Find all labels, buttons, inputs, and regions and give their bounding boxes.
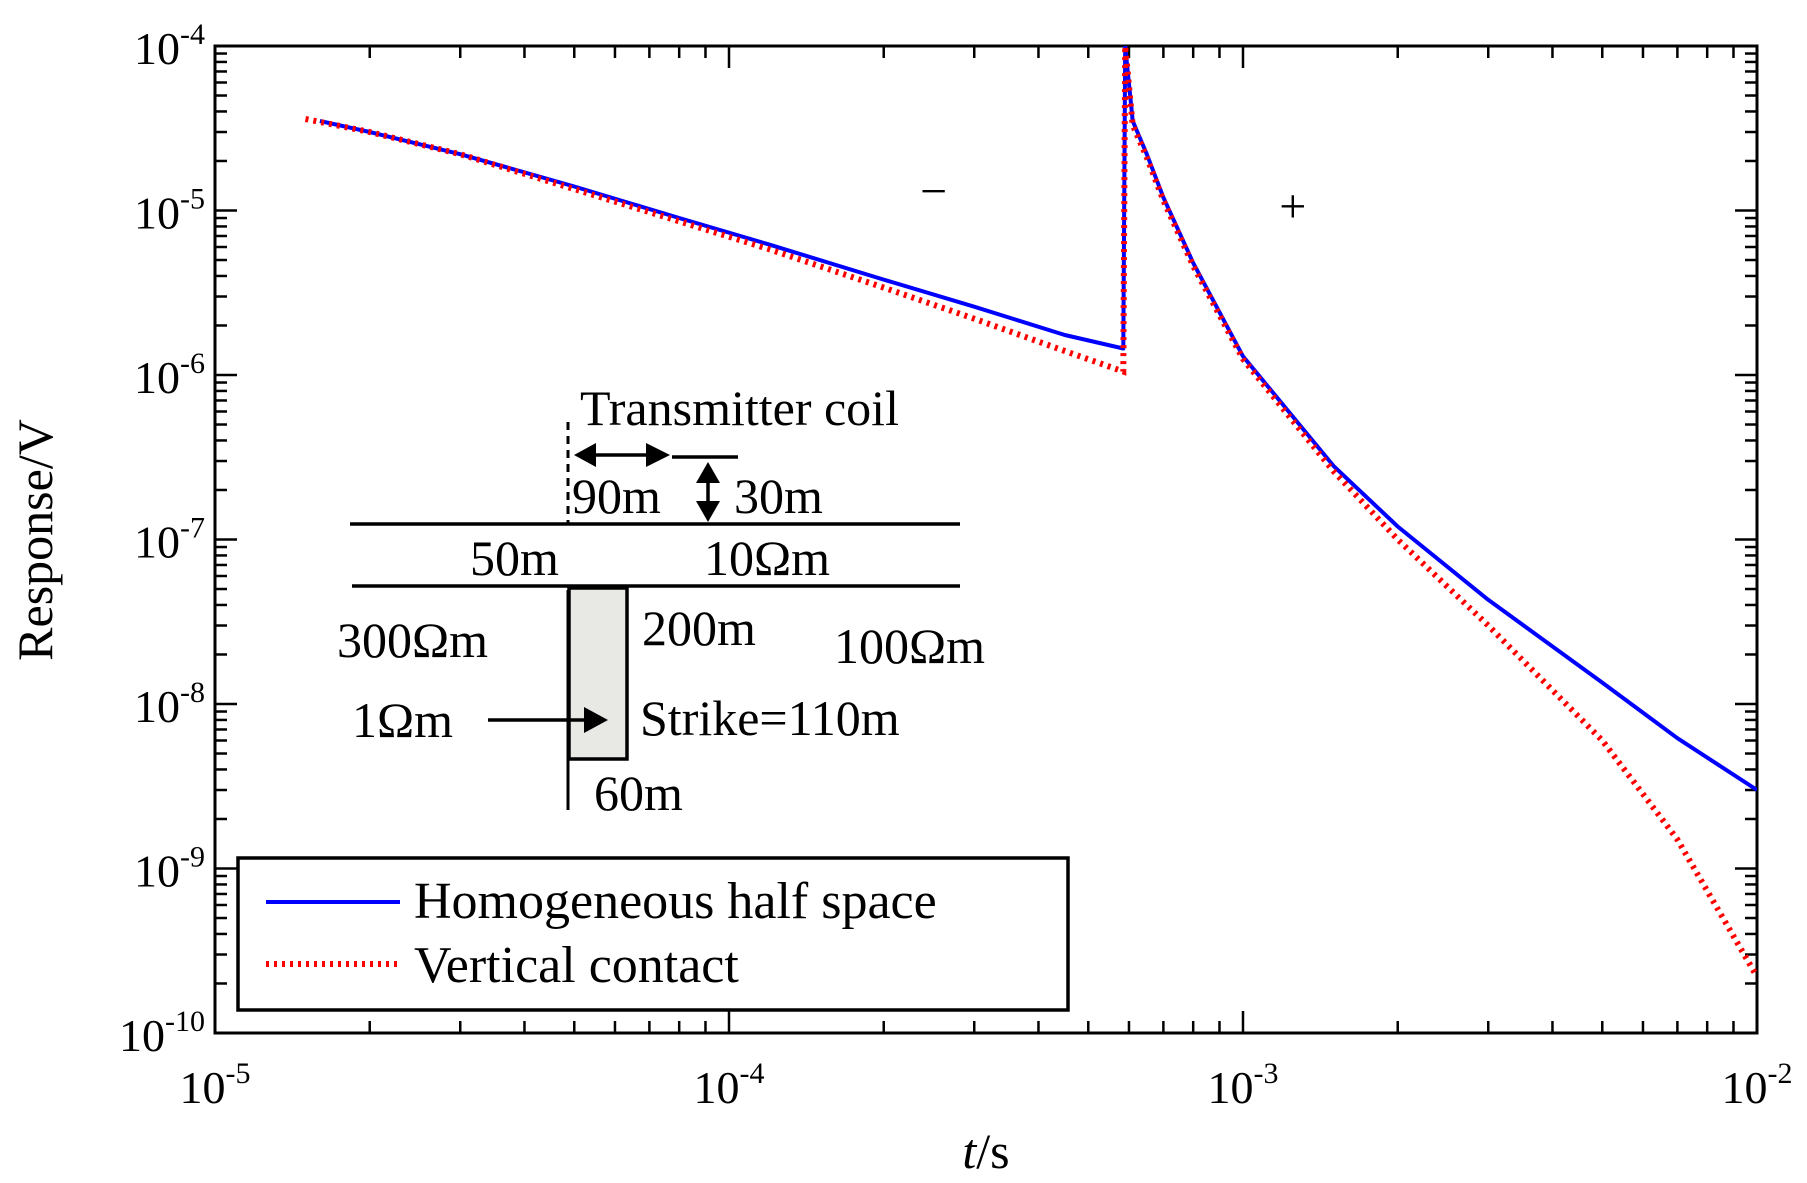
left-resistivity-label: 300Ωm (337, 612, 488, 668)
offset-label: 90m (572, 468, 661, 524)
legend-box (236, 856, 1070, 1012)
height-arrow-top-head (696, 462, 720, 483)
layer-resistivity-label: 10Ωm (704, 530, 830, 586)
series-line-vertical-contact (304, 46, 1757, 979)
y-axis-title: Response/V (7, 419, 63, 661)
positive-region-label: + (1279, 180, 1306, 233)
conductive-body (567, 586, 629, 761)
x-axis-title: t/s (962, 1123, 1009, 1179)
x-tick-labels: 10-5 10-4 10-3 10-2 (180, 1057, 1793, 1113)
negative-region-label: − (920, 165, 947, 218)
offset-arrow-left-head (574, 443, 596, 467)
height-arrow-bottom-head (696, 501, 720, 522)
offset-arrow-right-head (646, 443, 670, 467)
legend: Homogeneous half space Vertical contact (236, 856, 1070, 1012)
x-tick-label: 10-2 (1722, 1057, 1793, 1113)
transmitter-coil-label: Transmitter coil (580, 380, 899, 436)
body-resistivity-label: 1Ωm (352, 692, 453, 748)
x-tick-label: 10-4 (694, 1057, 765, 1113)
y-tick-label: 10-6 (134, 347, 205, 403)
body-pointer-arrow-head (584, 707, 608, 733)
right-resistivity-label: 100Ωm (834, 618, 985, 674)
x-tick-label: 10-3 (1208, 1057, 1279, 1113)
model-inset: Transmitter coil 90m 30m 50m 10Ωm 300Ωm … (337, 380, 985, 821)
height-label: 30m (734, 468, 823, 524)
y-tick-label: 10-4 (134, 18, 205, 74)
axis-ticks (213, 46, 1757, 1035)
legend-label-homogeneous-half-space: Homogeneous half space (414, 873, 937, 930)
y-tick-label: 10-9 (134, 841, 205, 897)
series-line-homogeneous-half-space (319, 46, 1757, 792)
layer-thickness-label: 50m (470, 530, 559, 586)
body-depth-label: 200m (642, 600, 756, 656)
y-tick-label: 10-8 (134, 676, 205, 732)
x-tick-label: 10-5 (180, 1057, 251, 1113)
y-tick-label: 10-10 (119, 1005, 205, 1061)
y-tick-labels: 10-4 10-5 10-6 10-7 10-8 10-9 10-10 (119, 18, 205, 1061)
y-tick-label: 10-5 (134, 183, 205, 239)
body-width-label: 60m (594, 765, 683, 821)
y-tick-label: 10-7 (134, 512, 205, 568)
legend-label-vertical-contact: Vertical contact (414, 937, 739, 994)
strike-length-label: Strike=110m (640, 690, 900, 746)
